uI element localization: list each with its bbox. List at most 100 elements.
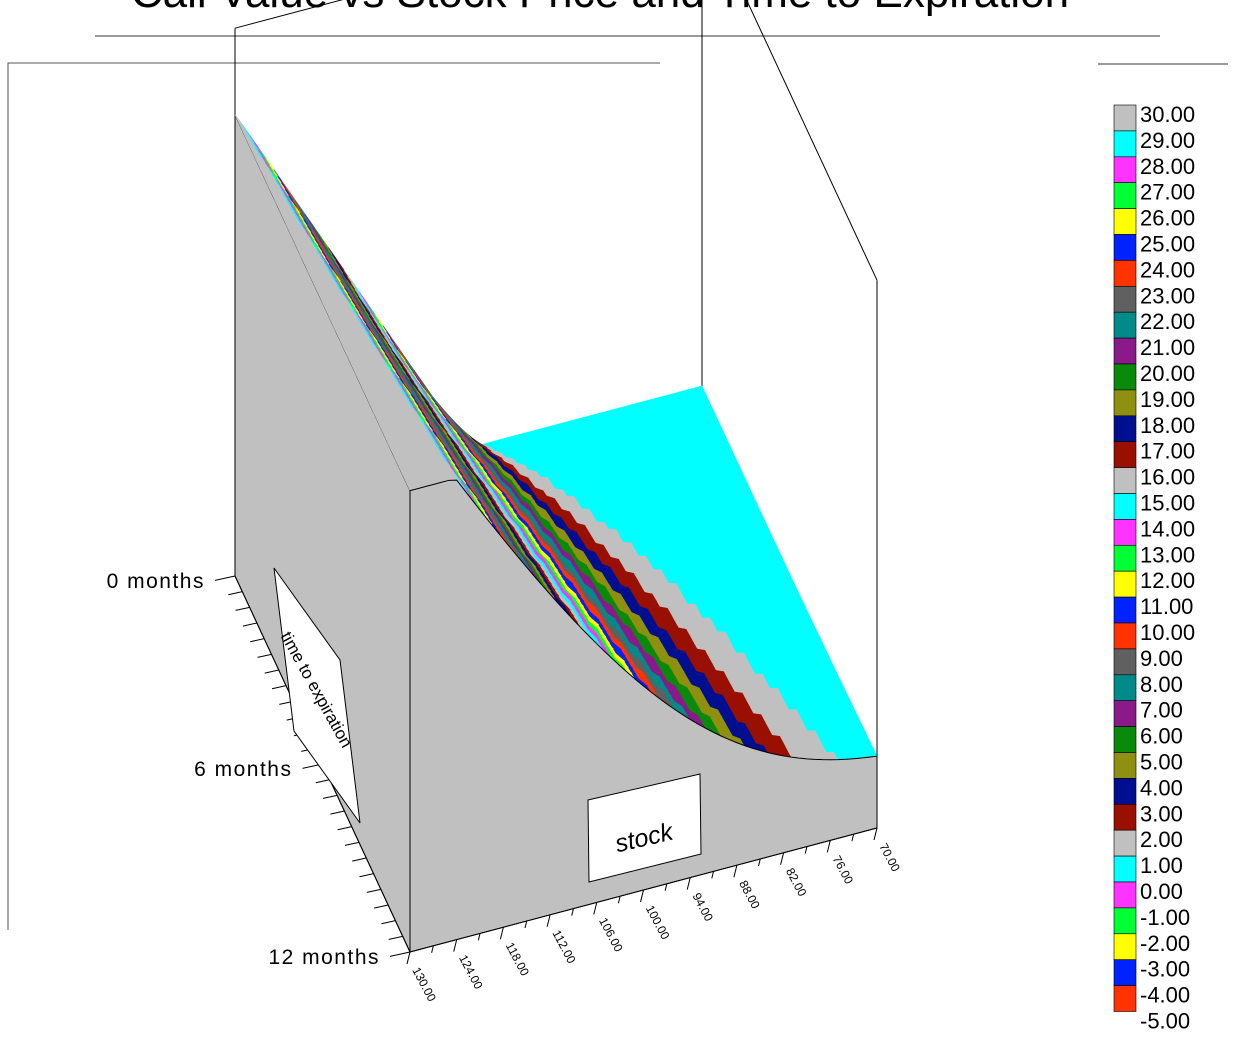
legend-swatch bbox=[1113, 959, 1137, 986]
legend-swatch bbox=[1113, 260, 1137, 287]
y-tick-mark bbox=[242, 622, 257, 627]
legend-label: -4.00 bbox=[1140, 983, 1190, 1008]
plot-frame bbox=[7, 62, 660, 930]
y-tick-mark bbox=[264, 669, 279, 674]
y-tick-mark bbox=[235, 606, 250, 611]
y-tick-mark bbox=[388, 935, 403, 940]
x-tick-label: 124.00 bbox=[456, 952, 486, 991]
legend-label: 28.00 bbox=[1140, 154, 1195, 179]
x-tick-mark bbox=[571, 908, 574, 916]
x-tick-mark bbox=[499, 927, 504, 940]
surface-front-face bbox=[409, 479, 878, 953]
legend-label: 22.00 bbox=[1140, 309, 1195, 334]
legend-swatch bbox=[1113, 570, 1137, 598]
x-tick-label: 112.00 bbox=[549, 928, 578, 966]
y-tick-mark bbox=[344, 841, 360, 846]
legend-swatch bbox=[1113, 544, 1137, 572]
legend-label: 7.00 bbox=[1140, 698, 1183, 723]
x-tick-label: 94.00 bbox=[690, 890, 717, 923]
legend-swatch bbox=[1113, 285, 1137, 313]
y-tick-mark bbox=[352, 857, 367, 862]
legend-label: 24.00 bbox=[1140, 257, 1195, 282]
legend-label: 29.00 bbox=[1140, 128, 1195, 153]
x-tick-mark bbox=[664, 883, 668, 891]
x-tick-mark bbox=[758, 858, 761, 867]
legend-swatch bbox=[1113, 156, 1137, 184]
legend-swatch bbox=[1113, 829, 1137, 857]
x-axis-title: stock bbox=[587, 773, 702, 883]
legend-label: 13.00 bbox=[1140, 542, 1195, 567]
legend-swatch bbox=[1113, 363, 1137, 391]
x-tick-label: 88.00 bbox=[736, 878, 763, 911]
legend-label: 16.00 bbox=[1140, 465, 1195, 490]
legend-swatch bbox=[1113, 803, 1137, 831]
legend-label: -5.00 bbox=[1140, 1009, 1190, 1034]
color-legend: 30.0029.0028.0027.0026.0025.0024.0023.00… bbox=[1113, 102, 1195, 1034]
legend-swatch bbox=[1113, 130, 1137, 158]
x-tick-mark bbox=[524, 920, 528, 929]
legend-label: 14.00 bbox=[1140, 516, 1195, 541]
legend-label: 30.00 bbox=[1140, 102, 1195, 127]
legend-swatch bbox=[1113, 208, 1137, 235]
x-tick-label: 70.00 bbox=[876, 841, 903, 874]
legend-label: 20.00 bbox=[1140, 361, 1195, 386]
x-tick-mark bbox=[873, 827, 878, 841]
legend-swatch bbox=[1113, 700, 1137, 727]
y-tick-mark bbox=[315, 779, 330, 784]
legend-label: 15.00 bbox=[1140, 491, 1195, 516]
y-tick-mark bbox=[389, 951, 411, 957]
y-tick-label: 0 months bbox=[107, 570, 205, 593]
legend-label: 0.00 bbox=[1140, 879, 1183, 904]
x-tick-mark bbox=[546, 914, 551, 927]
legend-swatch bbox=[1113, 855, 1137, 883]
legend-swatch bbox=[1113, 648, 1137, 676]
x-tick-mark bbox=[453, 939, 458, 952]
y-tick-mark bbox=[381, 920, 396, 925]
legend-label: 21.00 bbox=[1140, 335, 1195, 360]
x-tick-mark bbox=[640, 889, 644, 903]
y-tick-mark bbox=[374, 904, 389, 909]
legend-label: 8.00 bbox=[1140, 672, 1183, 697]
legend-swatch bbox=[1113, 234, 1137, 261]
legend-swatch bbox=[1113, 337, 1137, 365]
legend-swatch bbox=[1113, 467, 1137, 494]
legend-swatch bbox=[1113, 104, 1137, 132]
x-tick-label: 130.00 bbox=[409, 965, 439, 1004]
y-tick-mark bbox=[359, 873, 374, 878]
x-tick-mark bbox=[431, 945, 434, 953]
legend-label: 10.00 bbox=[1140, 620, 1195, 645]
y-axis-title-box bbox=[273, 567, 361, 824]
legend-label: 18.00 bbox=[1140, 413, 1195, 438]
legend-label: -3.00 bbox=[1140, 957, 1190, 982]
legend-label: 6.00 bbox=[1140, 724, 1183, 749]
y-axis: 0 months 6 months 12 months bbox=[107, 570, 411, 969]
y-tick-label: 12 months bbox=[268, 946, 380, 969]
legend-swatch bbox=[1113, 985, 1137, 1012]
legend-label: 17.00 bbox=[1140, 439, 1195, 464]
x-tick-mark bbox=[617, 896, 621, 904]
x-tick-mark bbox=[851, 834, 855, 842]
x-tick-label: 76.00 bbox=[830, 853, 857, 886]
y-tick-mark bbox=[337, 826, 352, 831]
x-tick-mark bbox=[593, 902, 598, 915]
y-tick-mark bbox=[250, 638, 265, 643]
x-tick-mark bbox=[477, 933, 481, 941]
legend-swatch bbox=[1113, 881, 1137, 909]
legend-label: 25.00 bbox=[1140, 232, 1195, 257]
legend-swatch bbox=[1113, 441, 1137, 468]
x-tick-mark bbox=[711, 871, 715, 879]
box-edge-top bbox=[234, 0, 878, 281]
x-tick-label: 82.00 bbox=[783, 866, 810, 899]
legend-swatch bbox=[1113, 493, 1137, 520]
x-tick-label: 100.00 bbox=[643, 903, 673, 942]
x-tick-label: 118.00 bbox=[503, 940, 532, 978]
y-tick-mark bbox=[366, 888, 381, 893]
y-tick-mark bbox=[271, 685, 287, 690]
legend-swatch bbox=[1113, 907, 1137, 935]
legend-swatch bbox=[1113, 752, 1137, 779]
legend-swatch bbox=[1113, 311, 1137, 339]
legend-label: -2.00 bbox=[1140, 931, 1190, 956]
x-tick-mark bbox=[780, 852, 785, 865]
y-tick-mark bbox=[257, 653, 272, 658]
